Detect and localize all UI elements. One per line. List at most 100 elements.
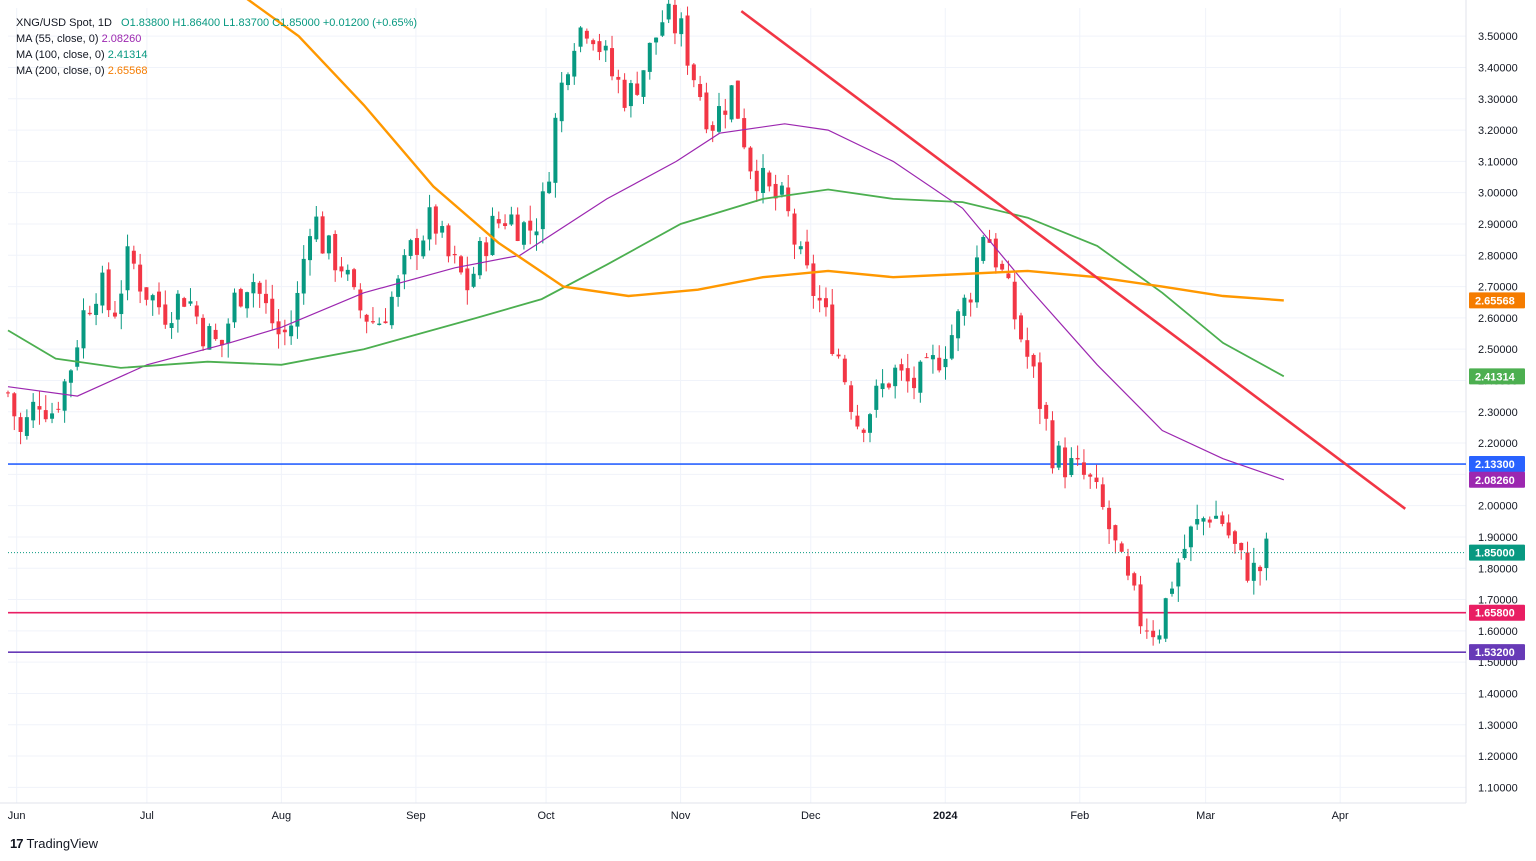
candle-body bbox=[1232, 531, 1237, 544]
candle-body bbox=[503, 223, 508, 226]
candle-body bbox=[1119, 543, 1124, 552]
legend-ma55-row: MA (55, close, 0) 2.08260 bbox=[16, 31, 417, 47]
price-tick-label: 1.60000 bbox=[1478, 626, 1518, 638]
time-tick-label: Feb bbox=[1070, 810, 1089, 822]
candle-body bbox=[817, 297, 822, 301]
price-tick-label: 3.50000 bbox=[1478, 31, 1518, 43]
candle-body bbox=[849, 385, 854, 412]
candle-body bbox=[1012, 281, 1017, 320]
candle-body bbox=[188, 301, 193, 304]
candle-body bbox=[1088, 474, 1093, 477]
candle-body bbox=[452, 253, 457, 256]
price-tick-label: 1.80000 bbox=[1478, 563, 1518, 575]
time-tick-label: Jun bbox=[8, 810, 26, 822]
candle-body bbox=[477, 240, 482, 276]
price-tick-label: 1.90000 bbox=[1478, 532, 1518, 544]
candle-body bbox=[1220, 515, 1225, 524]
candle-body bbox=[748, 147, 753, 172]
tradingview-logo-icon: 17 bbox=[10, 836, 24, 851]
candle-body bbox=[509, 214, 514, 225]
time-tick-label: Jul bbox=[140, 810, 154, 822]
candle-body bbox=[1226, 522, 1231, 536]
candle-body bbox=[893, 367, 898, 387]
candle-body bbox=[723, 110, 728, 115]
candle-body bbox=[993, 238, 998, 268]
time-tick-label: 2024 bbox=[933, 810, 958, 822]
candle-body bbox=[767, 172, 772, 187]
price-tick-label: 3.30000 bbox=[1478, 94, 1518, 106]
candle-body bbox=[1207, 519, 1212, 523]
candle-body bbox=[1044, 404, 1049, 419]
candle-body bbox=[94, 303, 99, 315]
time-tick-label: Aug bbox=[272, 810, 292, 822]
candle-body bbox=[874, 385, 879, 410]
candle-body bbox=[742, 118, 747, 148]
candle-body bbox=[792, 213, 797, 245]
candle-body bbox=[1264, 538, 1269, 569]
candle-body bbox=[540, 191, 545, 230]
candle-body bbox=[912, 377, 917, 389]
candle-body bbox=[660, 22, 665, 36]
candle-body bbox=[1031, 354, 1036, 367]
candle-body bbox=[377, 323, 382, 325]
candle-body bbox=[905, 368, 910, 382]
price-tick-label: 2.30000 bbox=[1478, 407, 1518, 419]
candle-body bbox=[345, 269, 350, 275]
candle-body bbox=[396, 278, 401, 297]
candle-body bbox=[226, 323, 231, 344]
candle-body bbox=[465, 268, 470, 291]
candle-body bbox=[805, 241, 810, 266]
candle-body bbox=[308, 236, 313, 261]
price-axis-label: 2.65568 bbox=[1469, 292, 1525, 309]
candle-body bbox=[798, 246, 803, 250]
candle-body bbox=[1201, 518, 1206, 522]
candle-body bbox=[119, 293, 124, 315]
candle-body bbox=[182, 298, 187, 307]
candle-body bbox=[597, 41, 602, 53]
candle-body bbox=[333, 233, 338, 271]
candle-body bbox=[1176, 562, 1181, 587]
legend-ma100-label: MA (100, close, 0) bbox=[16, 49, 105, 61]
candle-body bbox=[43, 410, 48, 420]
tradingview-branding[interactable]: 17 TradingView bbox=[10, 836, 98, 851]
candle-body bbox=[779, 185, 784, 195]
candle-body bbox=[326, 235, 331, 254]
candle-body bbox=[402, 255, 407, 275]
legend-ma200-value: 2.65568 bbox=[107, 65, 148, 77]
price-axis: 3.50000 3.40000 3.30000 3.20000 3.10000 3.000… bbox=[1478, 31, 1518, 794]
candle-body bbox=[1069, 458, 1074, 476]
candle-body bbox=[496, 219, 501, 224]
candle-body bbox=[698, 84, 703, 98]
time-tick-label: Nov bbox=[671, 810, 691, 822]
price-axis-label-text: 1.85000 bbox=[1475, 548, 1515, 560]
candle-body bbox=[232, 292, 237, 323]
candle-body bbox=[584, 30, 589, 39]
trendline bbox=[740, 10, 1407, 510]
candle-body bbox=[1081, 462, 1086, 475]
candle-body bbox=[1195, 519, 1200, 525]
candle-body bbox=[672, 4, 677, 34]
candle-body bbox=[603, 45, 608, 51]
price-axis-label-box bbox=[1469, 471, 1525, 488]
candle-body bbox=[1182, 548, 1187, 559]
candle-body bbox=[968, 299, 973, 303]
candle-body bbox=[37, 406, 42, 410]
candle-body bbox=[1157, 635, 1162, 640]
price-axis-label-box bbox=[1469, 604, 1525, 621]
candle-body bbox=[257, 282, 262, 294]
price-tick-label: 2.20000 bbox=[1478, 438, 1518, 450]
candle-body bbox=[201, 317, 206, 347]
candle-body bbox=[446, 225, 451, 257]
price-tick-label: 3.10000 bbox=[1478, 156, 1518, 168]
candle-body bbox=[679, 18, 684, 35]
candle-body bbox=[685, 15, 690, 66]
candle-body bbox=[12, 393, 17, 417]
price-axis-label-text: 1.53200 bbox=[1475, 647, 1515, 659]
price-tick-label: 3.40000 bbox=[1478, 62, 1518, 74]
candle-body bbox=[1132, 573, 1137, 586]
candle-body bbox=[1170, 588, 1175, 594]
candle-body bbox=[157, 291, 162, 308]
candle-body bbox=[352, 269, 357, 288]
candle-body bbox=[836, 354, 841, 357]
